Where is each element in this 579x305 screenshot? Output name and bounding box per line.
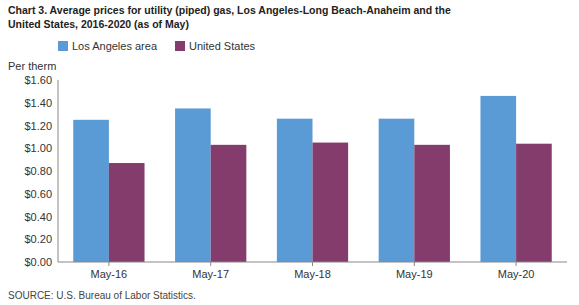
bar <box>277 119 313 262</box>
x-tick-label: May-17 <box>192 268 229 280</box>
y-tick-label: $0.80 <box>24 165 52 177</box>
chart: Chart 3. Average prices for utility (pip… <box>0 0 579 305</box>
bar <box>379 119 415 262</box>
legend-label: Los Angeles area <box>72 40 158 52</box>
y-tick-label: $1.00 <box>24 142 52 154</box>
x-tick <box>516 262 517 266</box>
legend: Los Angeles area United States <box>58 40 256 52</box>
bar <box>175 108 211 262</box>
y-tick-label: $1.20 <box>24 120 52 132</box>
x-tick-label: May-20 <box>498 268 535 280</box>
y-tick-label: $0.20 <box>24 233 52 245</box>
title: Chart 3. Average prices for utility (pip… <box>8 4 451 16</box>
legend-swatch <box>175 41 185 51</box>
y-tick-label: $1.40 <box>24 97 52 109</box>
x-tick <box>108 262 109 266</box>
bar <box>313 143 349 262</box>
bar <box>73 120 109 262</box>
legend-label: United States <box>189 40 256 52</box>
y-tick-label: $1.60 <box>24 74 52 86</box>
bar <box>109 163 145 262</box>
x-tick <box>414 262 415 266</box>
x-tick-label: May-19 <box>396 268 433 280</box>
source: SOURCE: U.S. Bureau of Labor Statistics. <box>8 290 196 301</box>
y-tick-label: $0.00 <box>24 256 52 268</box>
x-tick-label: May-16 <box>91 268 128 280</box>
y-tick-label: $0.40 <box>24 211 52 223</box>
y-axis-line <box>58 80 59 262</box>
y-tick-label: $0.60 <box>24 188 52 200</box>
bar <box>414 145 450 262</box>
title: United States, 2016-2020 (as of May) <box>8 18 189 30</box>
legend-swatch <box>58 41 68 51</box>
bar <box>480 96 516 262</box>
y-axis-label: Per therm <box>8 60 56 72</box>
bars <box>73 96 551 262</box>
x-tick <box>312 262 313 266</box>
bar <box>211 145 247 262</box>
x-tick <box>210 262 211 266</box>
x-tick-label: May-18 <box>294 268 331 280</box>
bar <box>516 144 552 262</box>
background <box>0 0 579 305</box>
